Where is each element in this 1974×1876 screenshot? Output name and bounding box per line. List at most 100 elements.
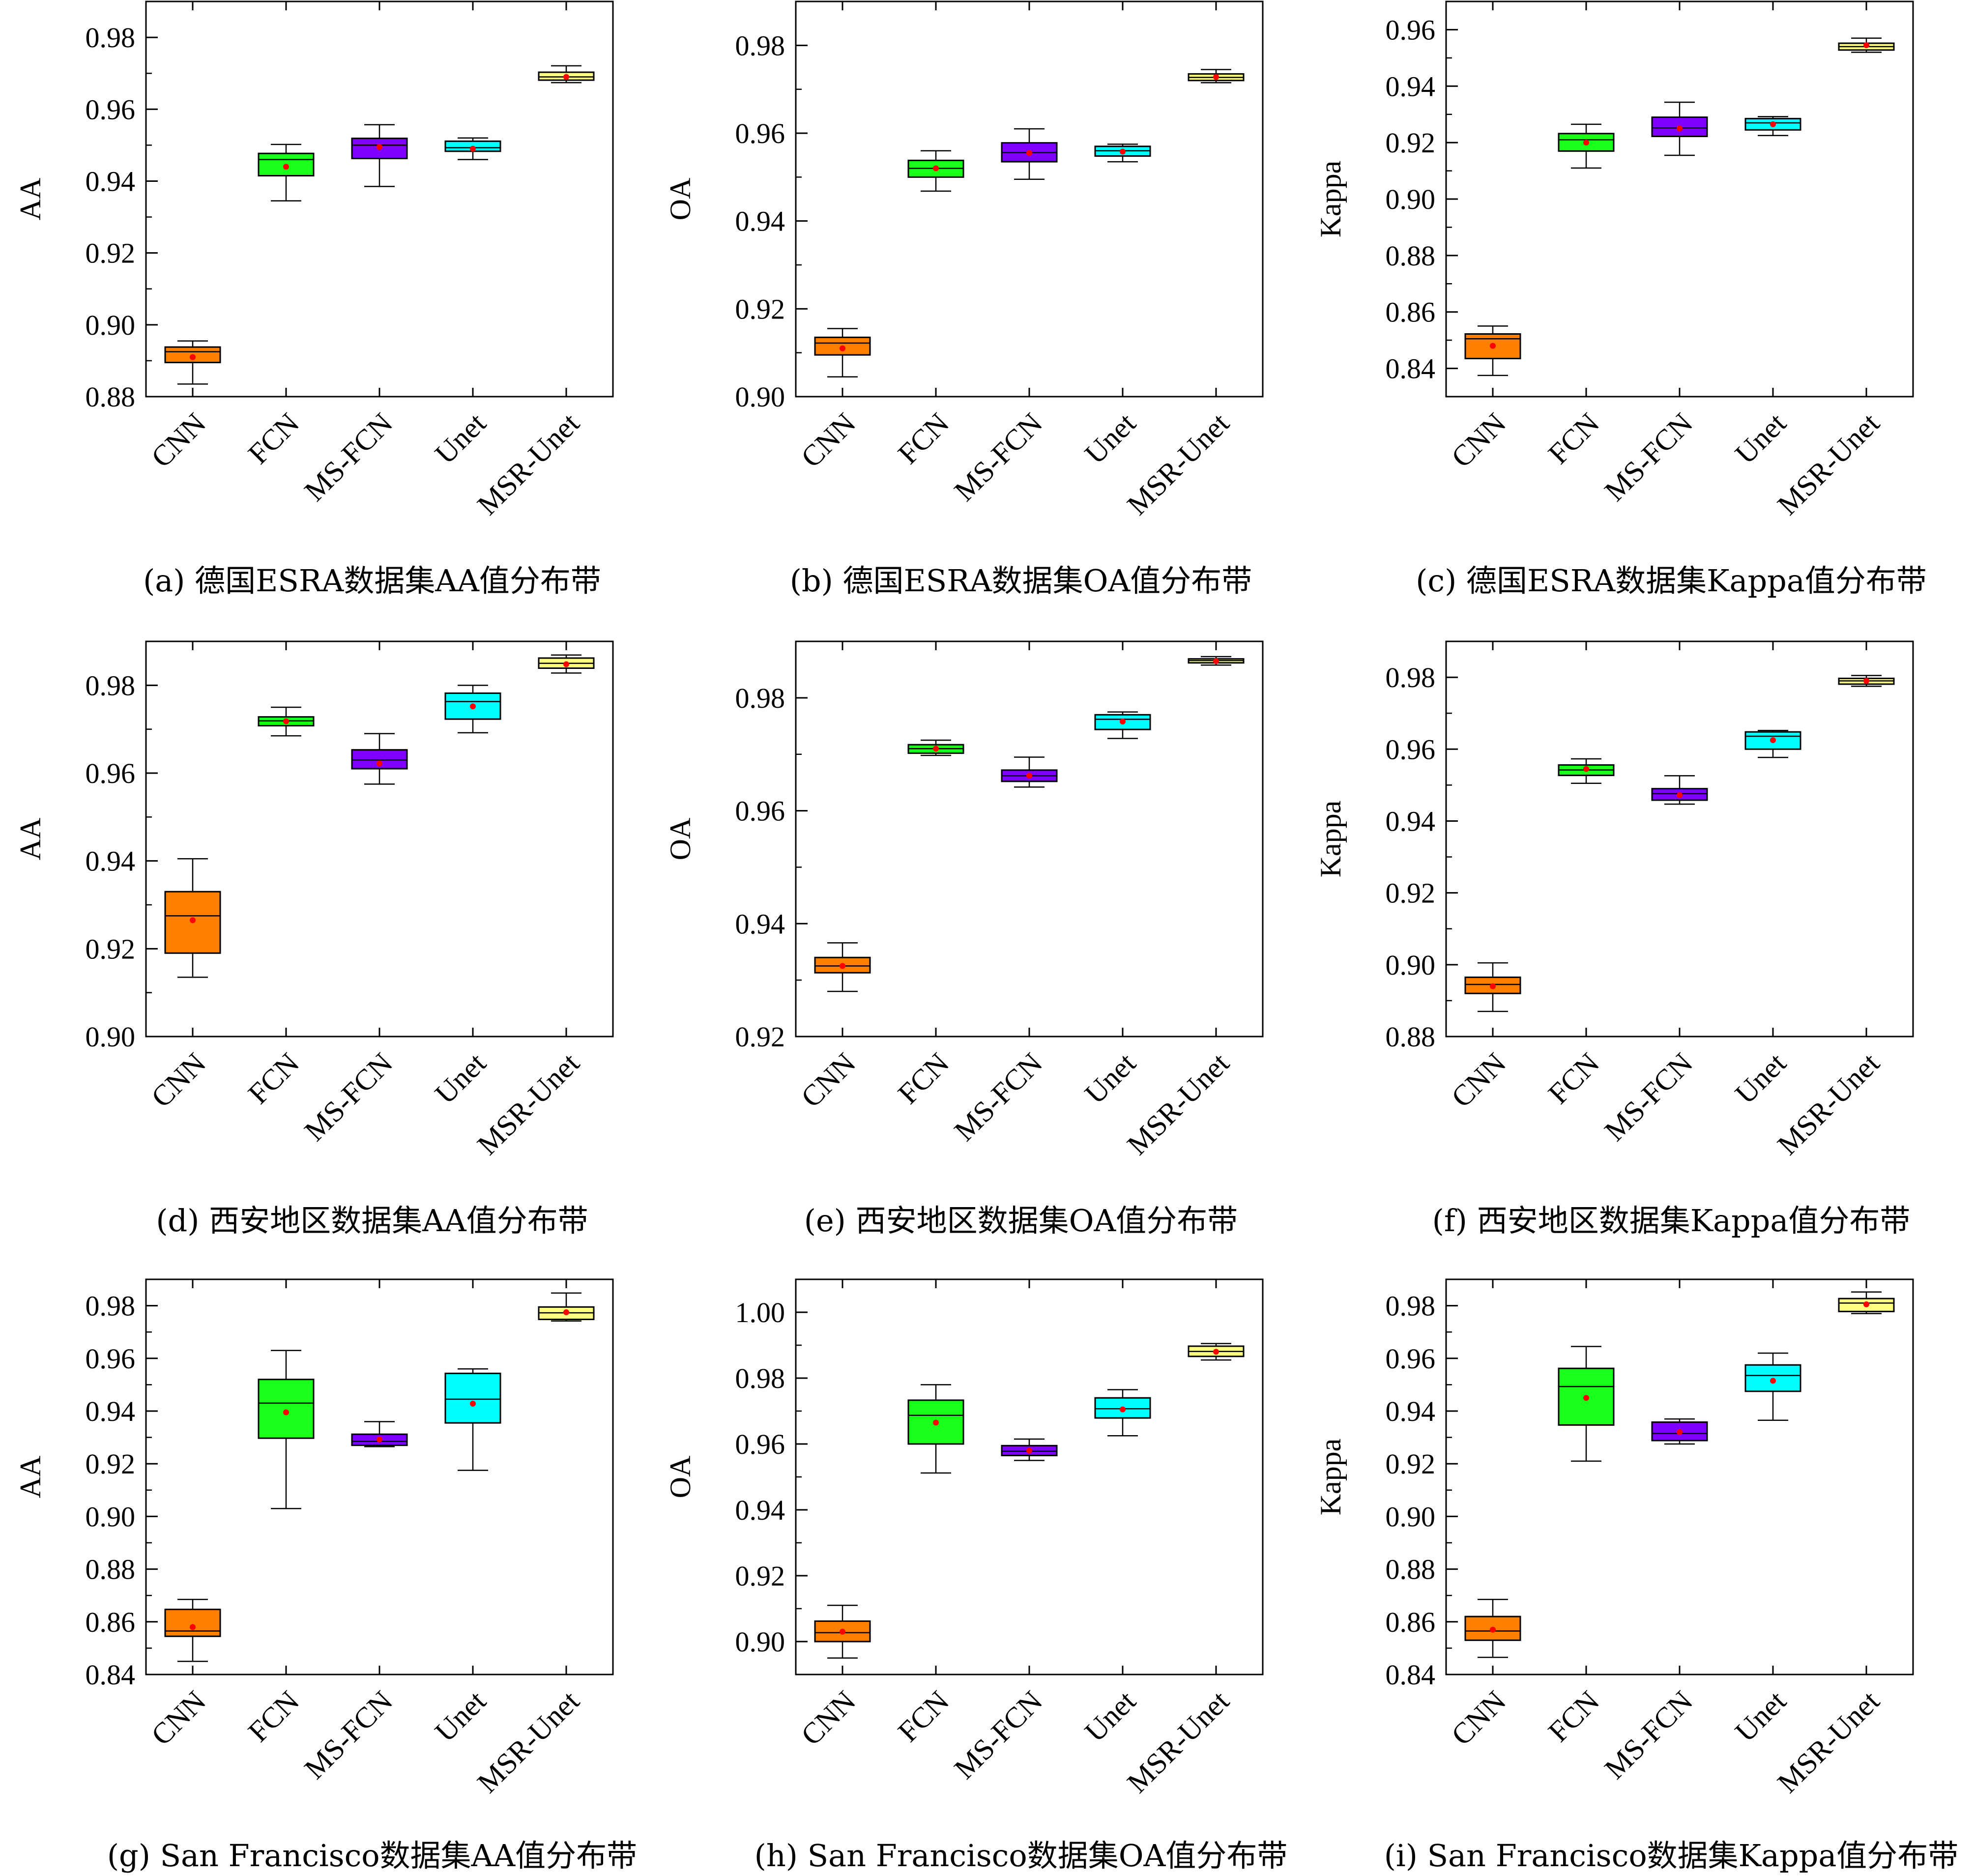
mean-marker <box>283 164 289 170</box>
mean-marker <box>1213 658 1219 664</box>
mean-marker <box>1770 737 1776 743</box>
mean-marker <box>190 917 196 924</box>
y-axis-label: Kappa <box>1314 1439 1347 1516</box>
y-axis-label: OA <box>664 818 697 861</box>
y-tick-label: 0.92 <box>86 237 136 269</box>
y-tick-label: 0.96 <box>86 93 136 125</box>
panel-caption: (d) 西安地区数据集AA值分布带 <box>156 1203 588 1239</box>
y-tick-label: 0.90 <box>735 1626 785 1658</box>
x-category-label: Unet <box>1078 1684 1142 1748</box>
x-category-label: CNN <box>145 407 212 474</box>
chart-panel-7: 0.84 0.86 0.88 0.90 0.92 0.94 0.96 0.98 AA CNN FCN… <box>14 1278 637 1874</box>
x-category-label: MS-FCN <box>948 1047 1049 1148</box>
y-tick-label: 0.90 <box>1386 183 1436 215</box>
y-tick-label: 0.98 <box>735 1362 785 1394</box>
y-tick-label: 0.90 <box>86 309 136 341</box>
x-category-label: Unet <box>429 1046 492 1110</box>
y-tick-label: 0.88 <box>86 381 136 413</box>
x-category-label: FCN <box>892 407 955 470</box>
x-category-label: MSR-Unet <box>1771 1684 1886 1799</box>
x-category-label: MSR-Unet <box>471 1684 585 1799</box>
x-category-label: MSR-Unet <box>471 406 585 521</box>
mean-marker <box>1490 1626 1496 1633</box>
x-category-label: MS-FCN <box>298 407 399 508</box>
y-tick-label: 0.96 <box>86 1343 136 1375</box>
mean-marker <box>1213 1349 1219 1355</box>
mean-marker <box>840 963 845 969</box>
mean-marker <box>563 661 569 667</box>
x-category-label: FCN <box>1542 1047 1605 1110</box>
y-tick-label: 0.94 <box>86 1395 136 1427</box>
mean-marker <box>377 144 382 150</box>
box-cnn <box>814 956 871 974</box>
mean-marker <box>1490 983 1496 989</box>
y-tick-label: 0.96 <box>1386 733 1436 765</box>
mean-marker <box>1213 74 1219 80</box>
y-tick-label: 0.90 <box>1386 1501 1436 1532</box>
mean-marker <box>190 354 196 360</box>
x-category-label: CNN <box>795 1047 862 1114</box>
x-category-label: MSR-Unet <box>1121 406 1235 521</box>
y-axis-label: AA <box>14 178 47 221</box>
y-tick-label: 0.90 <box>735 381 785 413</box>
y-tick-label: 0.98 <box>735 29 785 61</box>
y-tick-label: 0.90 <box>86 1501 136 1532</box>
x-category-label: CNN <box>1445 407 1512 474</box>
x-category-label: CNN <box>1445 1047 1512 1114</box>
x-category-label: Unet <box>1729 1046 1792 1110</box>
mean-marker <box>470 1400 476 1407</box>
y-tick-label: 0.98 <box>1386 662 1436 693</box>
y-tick-label: 1.00 <box>735 1297 785 1328</box>
x-category-label: MSR-Unet <box>1121 1684 1235 1799</box>
x-category-label: MS-FCN <box>948 1685 1049 1786</box>
x-category-label: Unet <box>1078 1046 1142 1110</box>
y-tick-label: 0.86 <box>86 1606 136 1638</box>
x-category-label: MSR-Unet <box>1771 406 1886 521</box>
mean-marker <box>283 1409 289 1415</box>
y-tick-label: 0.94 <box>1386 70 1436 102</box>
mean-marker <box>1677 1429 1683 1435</box>
x-category-label: MSR-Unet <box>1771 1046 1886 1161</box>
mean-marker <box>470 703 476 710</box>
mean-marker <box>1677 792 1683 798</box>
x-category-label: MS-FCN <box>948 407 1049 508</box>
x-category-label: CNN <box>145 1047 212 1114</box>
mean-marker <box>377 1436 382 1443</box>
mean-marker <box>1026 1447 1032 1454</box>
x-category-label: MS-FCN <box>1598 1685 1699 1786</box>
panel-caption: (c) 德国ESRA数据集Kappa值分布带 <box>1416 563 1927 599</box>
y-tick-label: 0.94 <box>735 205 785 237</box>
mean-marker <box>1120 1406 1126 1413</box>
x-category-label: CNN <box>145 1685 212 1752</box>
x-category-label: FCN <box>242 1685 305 1748</box>
y-tick-label: 0.94 <box>735 1494 785 1526</box>
y-tick-label: 0.94 <box>1386 1395 1436 1427</box>
y-tick-label: 0.94 <box>86 165 136 197</box>
box-cnn <box>164 1609 221 1637</box>
mean-marker <box>1863 678 1869 684</box>
panel-caption: (e) 西安地区数据集OA值分布带 <box>804 1203 1238 1239</box>
panel-caption: (i) San Francisco数据集Kappa值分布带 <box>1384 1838 1959 1874</box>
y-tick-label: 0.94 <box>86 845 136 877</box>
y-tick-label: 0.96 <box>735 117 785 149</box>
y-tick-label: 0.84 <box>1386 353 1436 385</box>
mean-marker <box>563 1309 569 1315</box>
box-fcn <box>1558 133 1615 152</box>
x-category-label: FCN <box>242 1047 305 1110</box>
box-msr-unet <box>1838 1298 1895 1312</box>
plot-frame <box>145 640 614 1038</box>
mean-marker <box>1120 148 1126 155</box>
chart-panel-9: 0.84 0.86 0.88 0.90 0.92 0.94 0.96 0.98 Kappa CNN… <box>1314 1278 1959 1874</box>
x-category-label: MSR-Unet <box>471 1046 585 1161</box>
panel-caption: (a) 德国ESRA数据集AA值分布带 <box>143 563 601 599</box>
mean-marker <box>1677 125 1683 132</box>
x-category-label: MS-FCN <box>298 1047 399 1148</box>
x-category-label: Unet <box>429 406 492 470</box>
mean-marker <box>470 145 476 152</box>
y-tick-label: 0.88 <box>86 1554 136 1586</box>
chart-panel-6: 0.88 0.90 0.92 0.94 0.96 0.98 Kappa CNN FCNMS-FC… <box>1314 640 1914 1239</box>
